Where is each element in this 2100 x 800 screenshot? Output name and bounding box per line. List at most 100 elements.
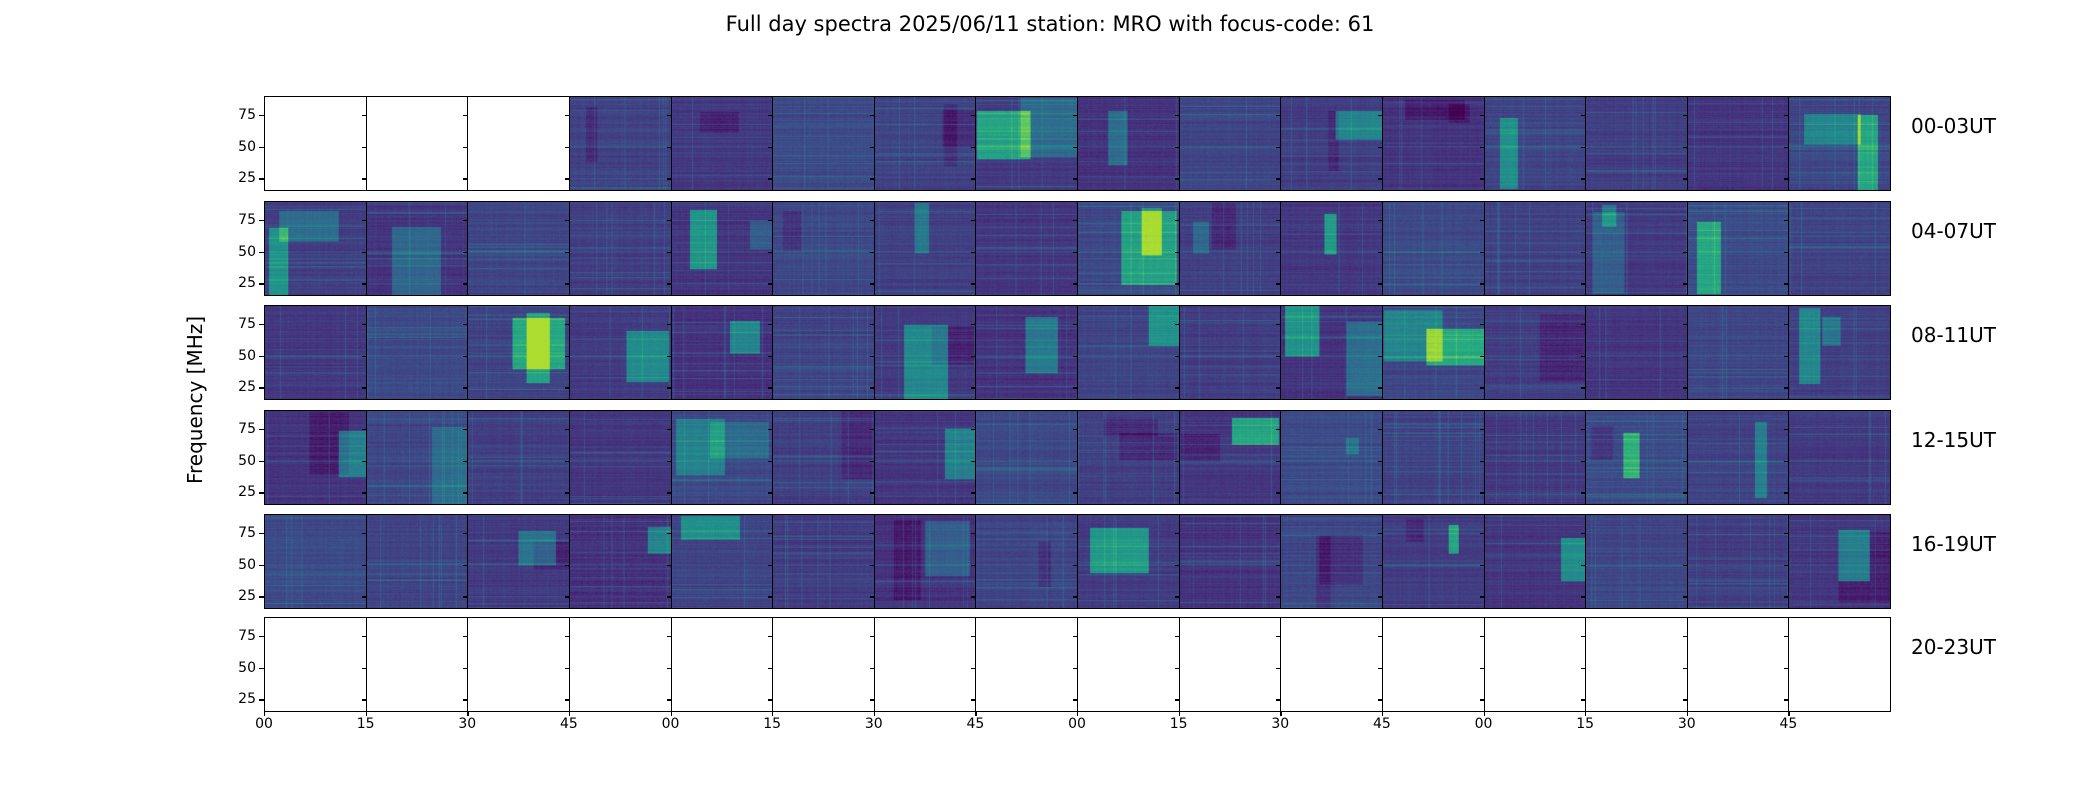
panel-row-20-23UT (259, 617, 1891, 712)
spectrogram-image (1382, 97, 1484, 190)
y-tick-mark (666, 115, 671, 117)
y-tick-mark (1581, 699, 1586, 701)
y-tick-mark (666, 564, 671, 566)
spectrogram-image (1179, 515, 1281, 608)
spectrum-panel (1585, 617, 1688, 712)
y-tick-mark (1784, 533, 1789, 535)
spectrogram-image (1382, 411, 1484, 504)
x-tick-label: 45 (559, 716, 578, 732)
y-tick-mark (1682, 636, 1687, 638)
x-tick-label: 30 (1271, 716, 1290, 732)
y-tick-label: 50 (238, 243, 256, 260)
y-tick-mark (1479, 387, 1484, 389)
y-tick-mark (666, 667, 671, 669)
y-tick-mark (361, 667, 366, 669)
spectrum-panel (873, 96, 977, 191)
y-tick-mark (1174, 460, 1179, 462)
y-tick-mark (1784, 429, 1789, 431)
x-tick-label: 30 (864, 716, 883, 732)
y-tick-mark (1377, 429, 1382, 431)
spectrum-panel (1585, 514, 1688, 609)
y-tick-mark (564, 220, 569, 222)
y-tick-mark (1682, 564, 1687, 566)
row-label: 16-19UT (1911, 532, 1996, 556)
y-tick-mark (971, 220, 976, 222)
x-tick-label: 30 (458, 716, 477, 732)
y-tick-mark (1276, 699, 1281, 701)
y-tick-mark (768, 146, 773, 148)
y-tick-mark (259, 699, 264, 701)
y-tick-mark (1581, 146, 1586, 148)
y-tick-mark (971, 492, 976, 494)
y-tick-mark (361, 324, 366, 326)
spectrum-panel (1788, 96, 1891, 191)
spectrum-panel (1788, 514, 1891, 609)
spectrogram-image (366, 515, 468, 608)
y-tick-mark (564, 699, 569, 701)
y-tick-mark (1276, 178, 1281, 180)
spectrum-panel (1585, 410, 1688, 505)
spectrogram-image (671, 97, 773, 190)
spectrum-panel (1178, 201, 1282, 296)
spectrum-panel (1788, 410, 1891, 505)
x-tick-label: 45 (966, 716, 985, 732)
y-tick-mark (361, 387, 366, 389)
y-tick-mark (259, 564, 264, 566)
y-tick-mark (768, 533, 773, 535)
spectrum-panel (1280, 201, 1383, 296)
spectrogram-image (773, 97, 874, 190)
y-tick-mark (768, 355, 773, 357)
spectrogram-image (265, 411, 366, 504)
y-tick-mark (666, 596, 671, 598)
x-tick-label: 45 (1372, 716, 1391, 732)
spectrum-panel (1788, 201, 1891, 296)
y-tick-mark (259, 283, 264, 285)
y-tick-label: 75 (238, 421, 256, 437)
panel-row-00-03UT (259, 96, 1891, 191)
spectrogram-image (468, 515, 569, 608)
y-tick-mark (564, 429, 569, 431)
y-tick-mark (1276, 429, 1281, 431)
spectrogram-image (569, 515, 671, 608)
y-tick-mark (971, 596, 976, 598)
y-tick-mark (1276, 283, 1281, 285)
x-tick-mark (1178, 712, 1180, 716)
spectrum-panel (1788, 305, 1891, 400)
spectrogram-image (1179, 411, 1281, 504)
spectrum-panel (1381, 201, 1485, 296)
y-tick-mark (1377, 636, 1382, 638)
y-tick-mark (1581, 533, 1586, 535)
y-tick-mark (1073, 115, 1077, 117)
spectrum-panel (1483, 410, 1587, 505)
y-tick-label: 75 (238, 212, 256, 228)
x-tick-mark (1381, 712, 1384, 716)
y-tick-mark (869, 220, 874, 222)
spectrogram-image (1382, 306, 1484, 399)
y-tick-mark (1377, 667, 1382, 669)
y-tick-mark (1174, 387, 1179, 389)
spectrum-panel (264, 96, 367, 191)
spectrogram-image (265, 306, 366, 399)
y-tick-mark (361, 220, 366, 222)
y-tick-label: 50 (238, 556, 256, 573)
y-tick-mark (869, 596, 874, 598)
y-tick-mark (869, 146, 874, 148)
spectrum-panel (772, 305, 875, 400)
y-tick-mark (1276, 355, 1281, 357)
y-tick-mark (1682, 355, 1687, 357)
y-tick-mark (1479, 251, 1484, 253)
y-tick-mark (768, 387, 773, 389)
y-tick-mark (564, 251, 569, 253)
y-tick-mark (1581, 115, 1586, 117)
y-tick-mark (768, 429, 773, 431)
spectrogram-image (1078, 515, 1179, 608)
row-label: 20-23UT (1911, 635, 1996, 659)
y-tick-mark (361, 251, 366, 253)
y-tick-label: 25 (238, 170, 256, 187)
y-tick-mark (463, 355, 468, 357)
y-tick-label: 50 (238, 347, 256, 364)
y-tick-mark (1276, 564, 1281, 566)
spectrum-panel (365, 201, 469, 296)
spectrogram-image (671, 411, 773, 504)
spectrum-panel (1585, 96, 1688, 191)
